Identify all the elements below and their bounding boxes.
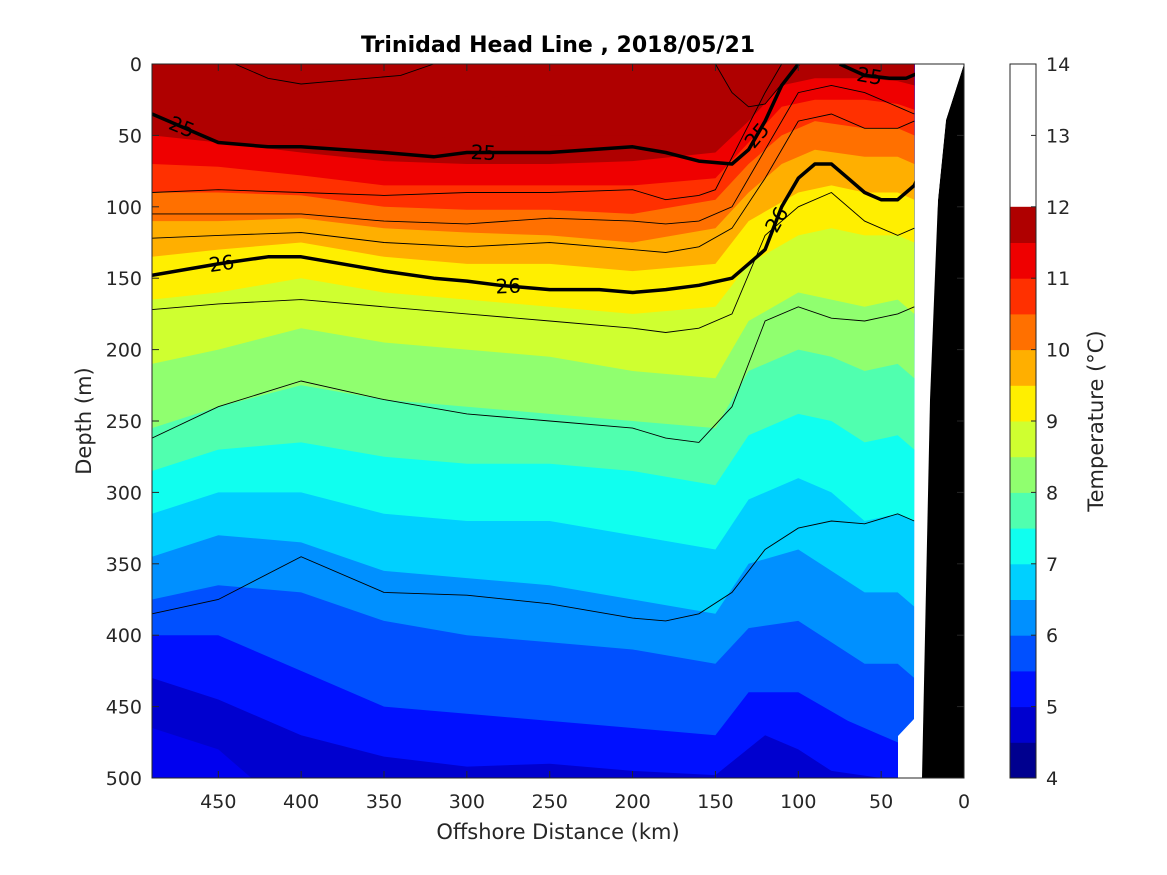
- colorbar-swatch-13: [1010, 278, 1036, 315]
- colorbar-tick-label-2: 6: [1046, 625, 1058, 647]
- thin-contour-6: [234, 64, 434, 85]
- x-axis: 450 400 350 300 250 200 150 100 50 0: [200, 64, 970, 813]
- thin-contour-4: [152, 306, 915, 443]
- y-tick-label-4: 200: [106, 340, 142, 362]
- contour-label-5: 26: [495, 274, 521, 299]
- colorbar: 4 5 6 7 8 9 10 11 12 13 14: [1009, 54, 1070, 790]
- colorbar-tick-label-7: 11: [1046, 268, 1070, 290]
- colorbar-tick-label-6: 10: [1046, 340, 1070, 362]
- x-tick-label-6: 150: [697, 791, 733, 813]
- x-tick-label-2: 350: [366, 791, 402, 813]
- colorbar-swatch-6: [1010, 528, 1036, 565]
- colorbar-swatch-14: [1010, 242, 1036, 279]
- seafloor-topography: [922, 64, 964, 778]
- colorbar-swatch-0: [1010, 742, 1036, 779]
- colorbar-tick-label-10: 14: [1046, 54, 1070, 76]
- colorbar-swatch-9: [1010, 421, 1036, 458]
- colorbar-swatch-10: [1010, 385, 1036, 422]
- thin-contour-0: [152, 64, 783, 201]
- colorbar-swatch-8: [1010, 456, 1036, 493]
- colorbar-tick-label-0: 4: [1046, 768, 1058, 790]
- thin-contour-5: [152, 513, 915, 622]
- y-tick-label-2: 100: [106, 197, 142, 219]
- thin-contour-2: [152, 113, 915, 253]
- colorbar-swatch-15: [1010, 206, 1036, 243]
- thick-contour-25-0: [152, 64, 800, 166]
- colorbar-swatch-3: [1010, 635, 1036, 672]
- y-tick-label-7: 350: [106, 554, 142, 576]
- x-tick-label-4: 250: [532, 791, 568, 813]
- y-tick-label-1: 50: [118, 125, 142, 147]
- y-tick-label-6: 300: [106, 482, 142, 504]
- colorbar-tick-label-9: 13: [1046, 125, 1070, 147]
- colorbar-swatch-11: [1010, 349, 1036, 386]
- thick-contour-26-2: [152, 148, 933, 295]
- colorbar-swatch-4: [1010, 599, 1036, 636]
- thick-contour-25-1: [838, 64, 924, 81]
- x-tick-label-3: 300: [449, 791, 485, 813]
- colorbar-swatch-1: [1010, 706, 1036, 743]
- colorbar-swatch-12: [1010, 313, 1036, 351]
- x-tick-label-7: 100: [780, 791, 816, 813]
- y-axis-label: Depth (m): [72, 367, 96, 474]
- x-tick-label-8: 50: [869, 791, 893, 813]
- y-tick-label-8: 400: [106, 625, 142, 647]
- colorbar-label: Temperature (°C): [1084, 330, 1108, 512]
- x-axis-label: Offshore Distance (km): [436, 820, 679, 844]
- colorbar-swatch-7: [1010, 492, 1036, 529]
- thick-density-contours: [152, 64, 933, 295]
- colorbar-swatch-5: [1010, 563, 1036, 600]
- colorbar-tick-label-3: 7: [1046, 554, 1058, 576]
- chart-title: Trinidad Head Line , 2018/05/21: [361, 33, 755, 58]
- colorbar-tick-label-1: 5: [1046, 697, 1058, 719]
- contour-label-4: 26: [207, 250, 236, 277]
- y-tick-label-5: 250: [106, 411, 142, 433]
- x-tick-label-0: 450: [200, 791, 236, 813]
- thin-contour-3: [152, 191, 915, 333]
- contour-label-1: 25: [470, 140, 497, 165]
- colorbar-tick-label-4: 8: [1046, 482, 1058, 504]
- y-tick-label-9: 450: [106, 697, 142, 719]
- thin-density-contours: [152, 64, 915, 622]
- colorbar-tick-label-5: 9: [1046, 411, 1058, 433]
- y-tick-label-0: 0: [130, 54, 142, 76]
- y-tick-label-10: 500: [106, 768, 142, 790]
- white-strip: [916, 64, 964, 340]
- thin-contour-1: [152, 84, 915, 225]
- coast-mask: [898, 64, 964, 778]
- x-tick-label-1: 400: [283, 791, 319, 813]
- x-tick-label-5: 200: [614, 791, 650, 813]
- x-tick-label-9: 0: [958, 791, 970, 813]
- colorbar-swatch-2: [1010, 670, 1036, 708]
- y-axis: 0 50 100 150 200 250 300 350 400 450 500: [106, 54, 964, 790]
- colorbar-tick-label-8: 12: [1046, 197, 1070, 219]
- contour-label-3: 25: [855, 62, 884, 90]
- temperature-fill-layers: [152, 64, 915, 778]
- y-tick-label-3: 150: [106, 268, 142, 290]
- thin-contour-7: [715, 64, 799, 108]
